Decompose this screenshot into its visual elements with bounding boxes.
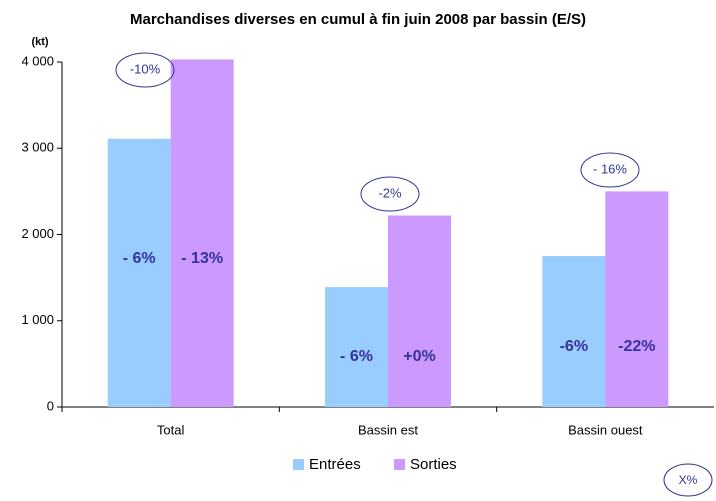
category-annotation: -10%	[130, 61, 161, 76]
legend-note: X%	[679, 473, 698, 487]
bar-annotation: - 6%	[340, 348, 373, 365]
bar-annotation: -6%	[560, 338, 588, 355]
legend-label: Entrées	[309, 456, 361, 473]
y-tick-label: 2 000	[21, 226, 54, 241]
category-annotation: - 16%	[593, 161, 627, 176]
bar	[170, 59, 234, 407]
y-axis-label: (kt)	[31, 36, 48, 48]
bar	[107, 138, 171, 407]
annotation-ellipse	[580, 152, 640, 188]
y-tick-label: 0	[47, 398, 54, 413]
bar-annotation: +0%	[403, 348, 435, 365]
x-tick-label: Bassin est	[358, 422, 418, 437]
bar	[325, 287, 388, 407]
x-tick-label: Total	[157, 422, 185, 437]
bar	[542, 256, 606, 407]
bar-annotation: -22%	[618, 338, 655, 355]
chart-title: Marchandises diverses en cumul à fin jui…	[130, 11, 586, 28]
bar-annotation: - 13%	[181, 250, 223, 267]
bar	[605, 191, 669, 407]
y-tick-label: 3 000	[21, 140, 54, 155]
y-tick-label: 4 000	[21, 53, 54, 68]
bar-annotation: - 6%	[123, 250, 156, 267]
legend-swatch	[394, 459, 405, 470]
y-tick-label: 1 000	[21, 312, 54, 327]
legend-label: Sorties	[410, 456, 457, 473]
bar	[388, 215, 451, 407]
legend-note-ellipse	[663, 463, 713, 497]
category-annotation: -2%	[378, 185, 402, 200]
x-tick-label: Bassin ouest	[568, 422, 643, 437]
legend-swatch	[293, 459, 304, 470]
annotation-ellipse	[115, 52, 175, 88]
annotation-ellipse	[360, 176, 420, 212]
